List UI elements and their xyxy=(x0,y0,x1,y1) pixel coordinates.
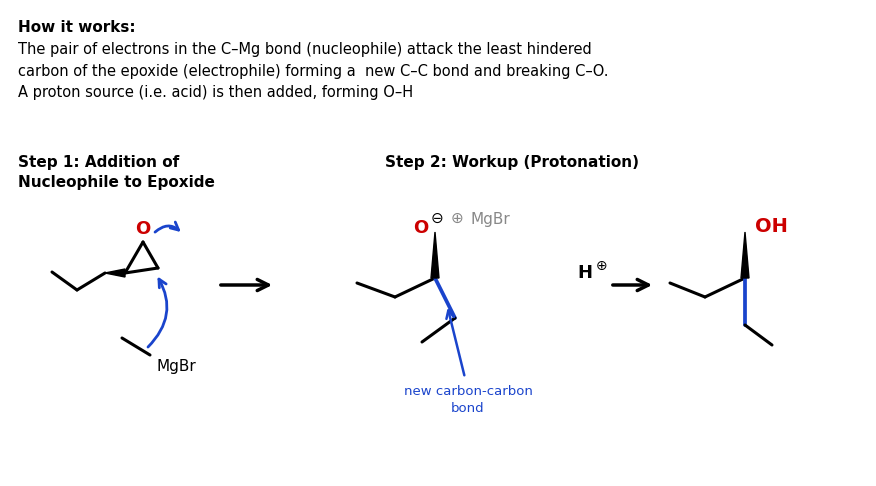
Text: ⊕: ⊕ xyxy=(450,210,463,226)
Text: ⊖: ⊖ xyxy=(431,210,443,226)
Text: How it works:: How it works: xyxy=(18,20,136,35)
Text: OH: OH xyxy=(755,216,788,236)
Polygon shape xyxy=(741,232,749,278)
Text: new carbon-carbon
bond: new carbon-carbon bond xyxy=(404,385,533,415)
Text: The pair of electrons in the C–Mg bond (nucleophile) attack the least hindered
c: The pair of electrons in the C–Mg bond (… xyxy=(18,42,609,100)
Text: Step 2: Workup (Protonation): Step 2: Workup (Protonation) xyxy=(385,155,639,170)
Text: ⊕: ⊕ xyxy=(597,259,608,273)
Text: O: O xyxy=(136,220,151,238)
Text: Step 1: Addition of
Nucleophile to Epoxide: Step 1: Addition of Nucleophile to Epoxi… xyxy=(18,155,215,190)
Text: O: O xyxy=(413,219,428,237)
Polygon shape xyxy=(105,269,125,277)
Text: MgBr: MgBr xyxy=(156,359,195,374)
Polygon shape xyxy=(431,232,439,278)
Text: H: H xyxy=(577,264,592,282)
Text: MgBr: MgBr xyxy=(471,211,511,226)
